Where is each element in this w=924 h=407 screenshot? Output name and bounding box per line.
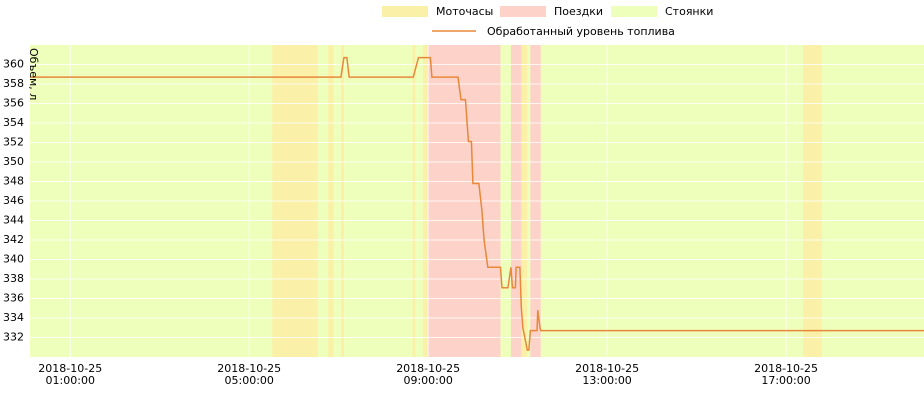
x-tick-label: 13:00:00 [582, 374, 631, 387]
x-tick-label: 05:00:00 [225, 374, 274, 387]
legend-label: Стоянки [665, 5, 713, 18]
y-tick-label: 332 [3, 331, 24, 344]
legend-swatch [611, 6, 657, 17]
legend-label: Обработанный уровень топлива [487, 25, 675, 38]
fuel-line [30, 56, 924, 351]
y-axis-label: Объем, л [27, 48, 40, 100]
plot-area [30, 45, 924, 357]
x-tick-label: 01:00:00 [46, 374, 95, 387]
y-tick-label: 346 [3, 194, 24, 207]
y-tick-label: 348 [3, 175, 24, 188]
x-tick-label: 2018-10-25 [217, 362, 281, 375]
x-tick-label: 2018-10-25 [754, 362, 818, 375]
y-tick-label: 356 [3, 97, 24, 110]
x-tick-label: 2018-10-25 [396, 362, 460, 375]
y-tick-label: 336 [3, 292, 24, 305]
x-tick-label: 2018-10-25 [575, 362, 639, 375]
y-tick-label: 340 [3, 253, 24, 266]
legend-label: Моточасы [436, 5, 493, 18]
y-tick-label: 334 [3, 311, 24, 324]
y-tick-label: 338 [3, 272, 24, 285]
legend-label: Поездки [554, 5, 603, 18]
legend-swatch [500, 6, 546, 17]
y-tick-label: 342 [3, 233, 24, 246]
y-tick-label: 344 [3, 214, 24, 227]
y-tick-label: 360 [3, 58, 24, 71]
y-tick-label: 358 [3, 77, 24, 90]
x-tick-label: 17:00:00 [761, 374, 810, 387]
x-tick-label: 2018-10-25 [38, 362, 102, 375]
x-tick-label: 09:00:00 [403, 374, 452, 387]
y-tick-label: 352 [3, 136, 24, 149]
y-tick-label: 350 [3, 155, 24, 168]
y-tick-label: 354 [3, 116, 24, 129]
legend-swatch [382, 6, 428, 17]
